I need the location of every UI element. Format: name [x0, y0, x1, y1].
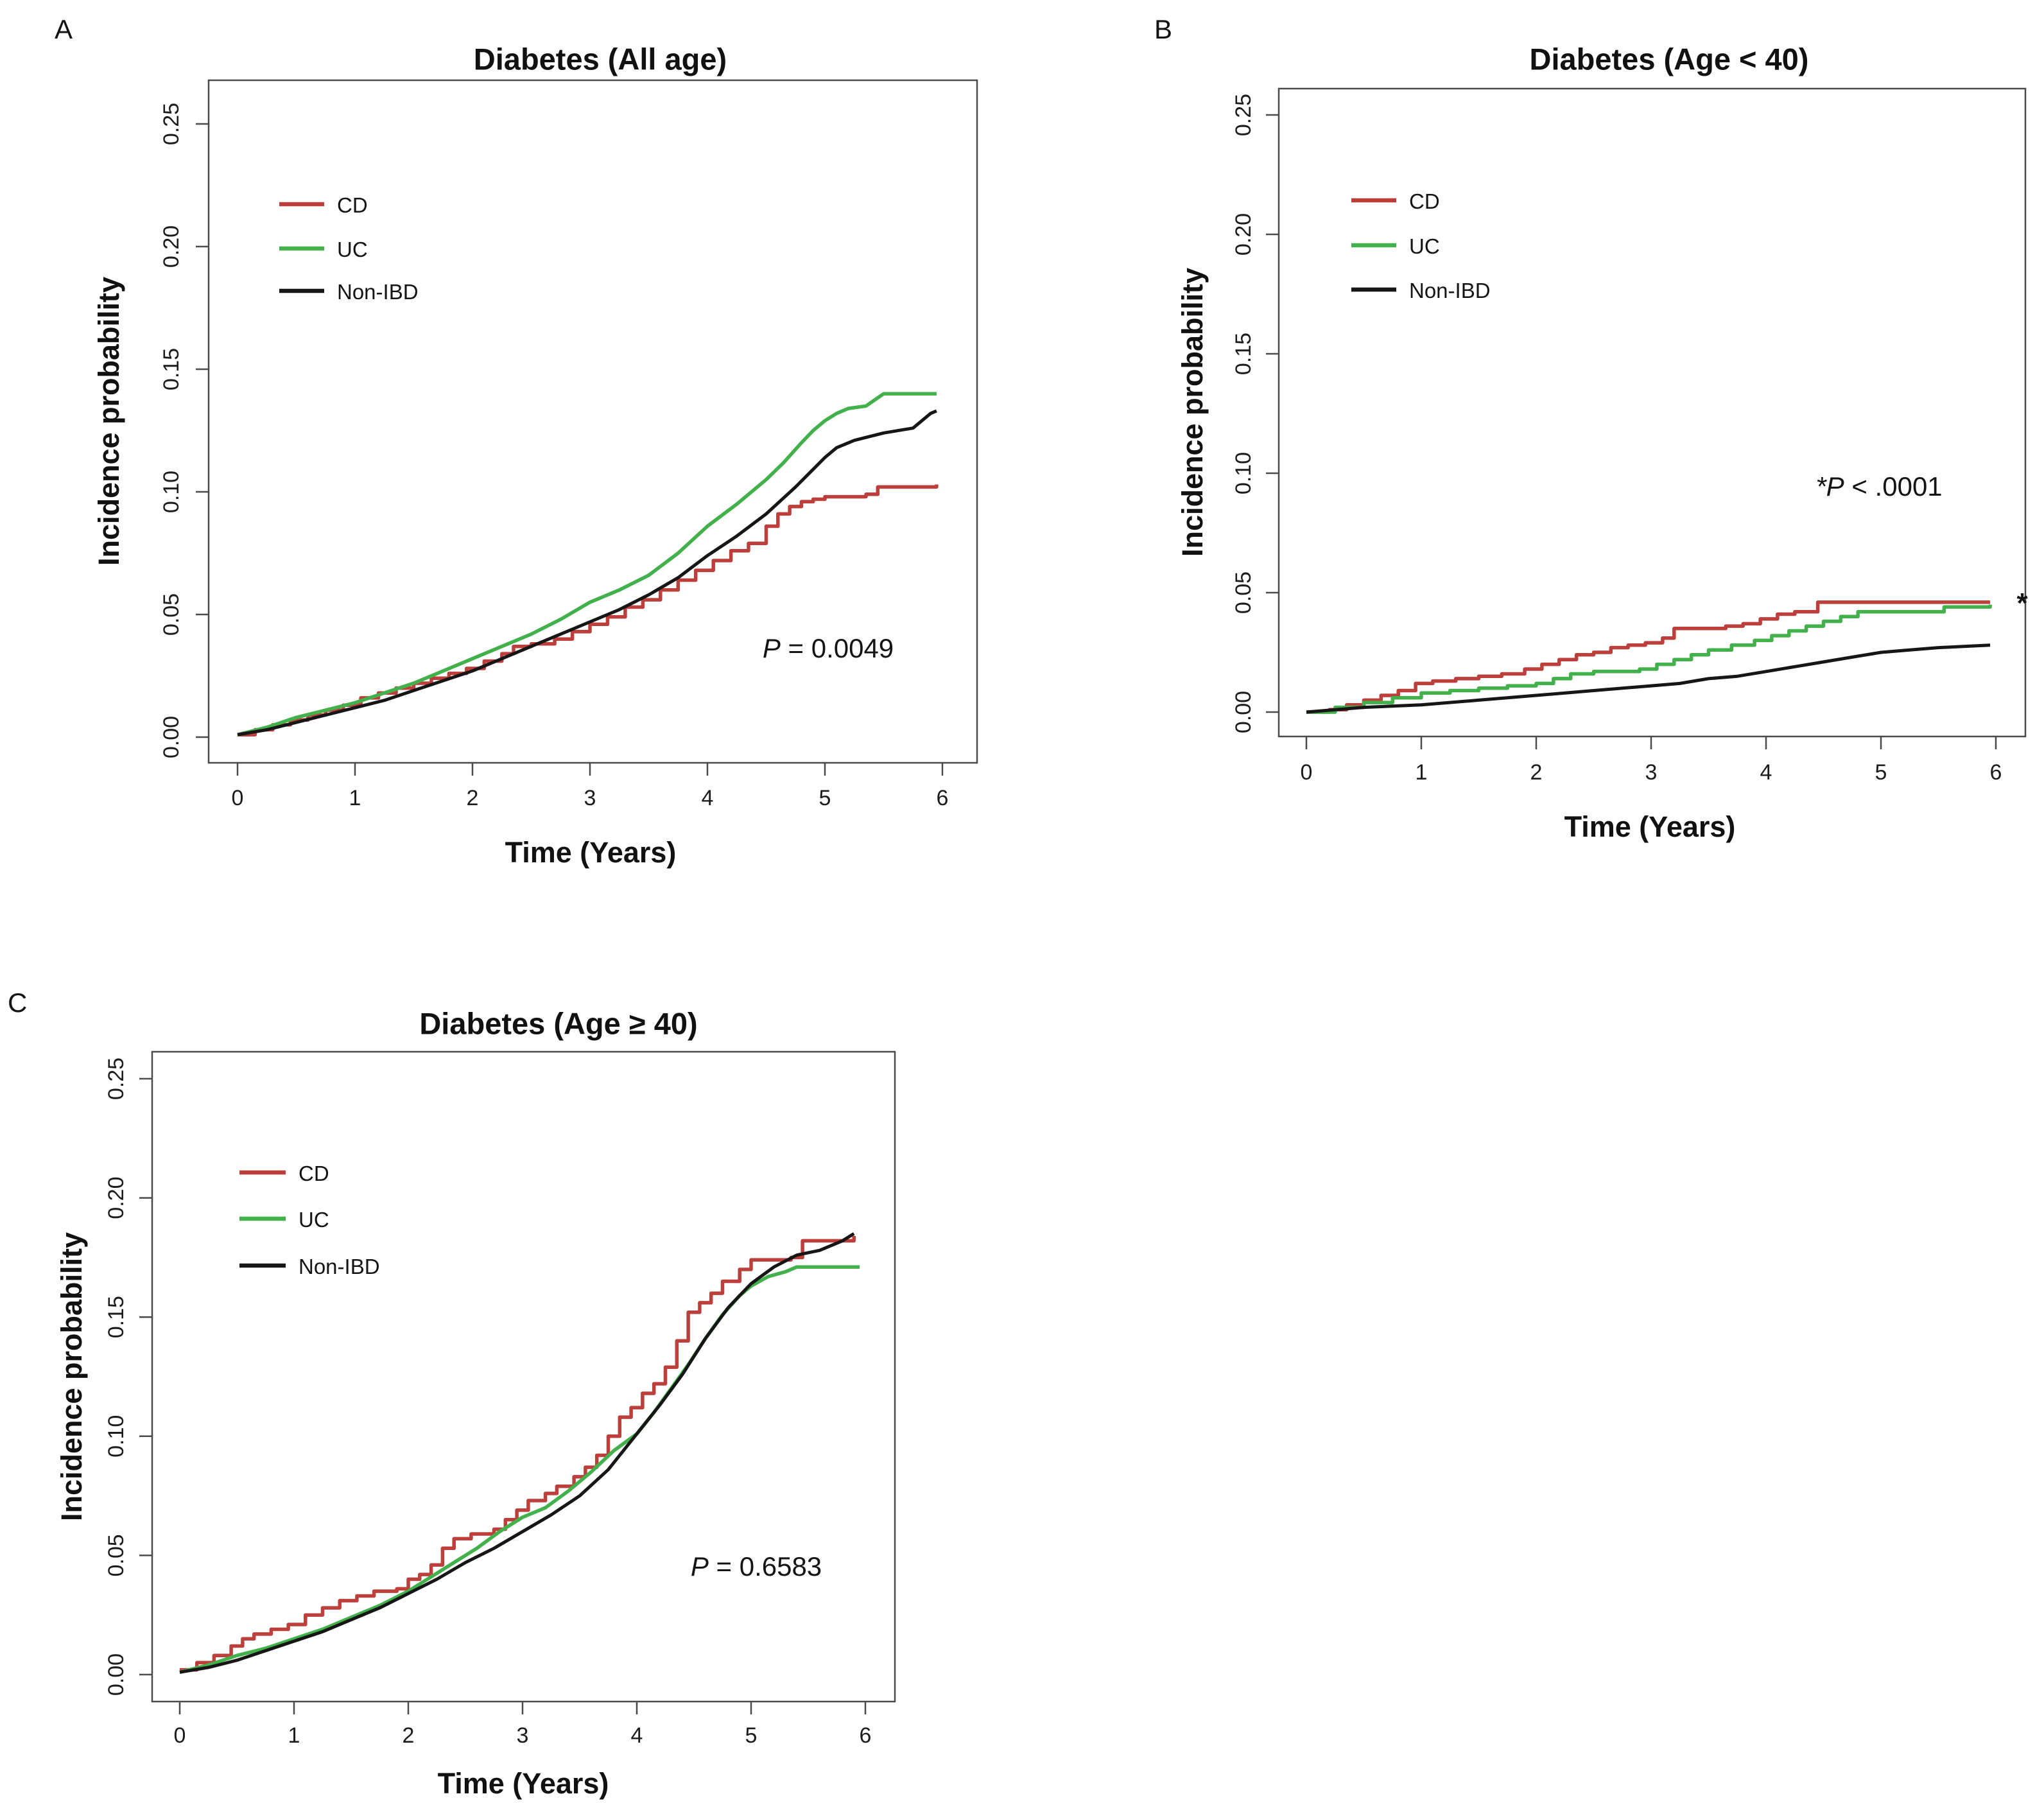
panel-b-letter: B [1154, 14, 1173, 44]
panel-c-letter: C [8, 988, 28, 1018]
panel-c-box [151, 1050, 896, 1703]
panel-a-legend-uc: UC [337, 238, 368, 261]
panel-b-pvalue-symbol: *P [1815, 471, 1844, 501]
panel-b-ylabel: Incidence probability [1176, 267, 1209, 557]
panel-b-pvalue-text: < .0001 [1844, 471, 1943, 501]
panel-a-pvalue-text: = 0.0049 [780, 633, 894, 663]
panel-a-xtick-label: 2 [467, 786, 479, 810]
panel-b-ytick-label: 0.05 [1231, 571, 1256, 614]
panel-b-xtick-label: 5 [1875, 760, 1887, 785]
panel-a-title: Diabetes (All age) [473, 42, 727, 76]
panel-c-xtick-label: 2 [403, 1723, 415, 1748]
panel-b-legend-uc: UC [1409, 234, 1440, 258]
panel-c-ytick-label: 0.00 [104, 1653, 128, 1696]
panel-a-xtick-label: 3 [584, 786, 596, 810]
panel-a-ytick-label: 0.25 [159, 103, 184, 145]
panel-b-ytick-label: 0.15 [1231, 333, 1256, 375]
panel-c-legend-uc: UC [299, 1208, 329, 1232]
panel-b-curve-cd [1306, 600, 1991, 714]
panel-a-ytick-label: 0.20 [159, 225, 184, 268]
panel-c-curve-uc [179, 1265, 860, 1674]
panel-a-pvalue: P = 0.0049 [763, 633, 894, 664]
panel-a-ytick-label: 0.10 [159, 471, 184, 513]
panel-c-xlabel: Time (Years) [437, 1767, 609, 1800]
panel-c-ytick-label: 0.15 [104, 1296, 128, 1338]
panel-a-curve-uc [237, 392, 937, 736]
panel-b-xlabel: Time (Years) [1564, 810, 1736, 843]
panel-b-legend-cd: CD [1409, 189, 1440, 213]
panel-c-ytick-label: 0.20 [104, 1177, 128, 1219]
panel-a-curve-non-ibd [237, 409, 937, 736]
panel-c-legend-nonibd: Non-IBD [299, 1255, 380, 1278]
panel-b-xtick-label: 3 [1645, 760, 1658, 785]
panel-c-ylabel: Incidence probability [55, 1232, 88, 1522]
panel-b-ytick-label: 0.25 [1231, 94, 1256, 136]
panel-a-ytick-label: 0.00 [159, 716, 184, 758]
panel-b-curve-uc [1306, 604, 1992, 714]
panel-b-xtick-label: 1 [1416, 760, 1428, 785]
panel-c-pvalue-symbol: P [690, 1551, 709, 1581]
panel-a-xtick-label: 6 [937, 786, 949, 810]
panel-b-legend-nonibd: Non-IBD [1409, 279, 1491, 302]
panel-c-pvalue: P = 0.6583 [691, 1551, 822, 1582]
panel-c-ytick-label: 0.10 [104, 1415, 128, 1458]
panel-b-ytick-label: 0.20 [1231, 213, 1256, 256]
panel-c-xtick-label: 4 [631, 1723, 643, 1748]
panel-a-letter: A [55, 14, 73, 44]
panel-c-ytick-label: 0.05 [104, 1534, 128, 1576]
panel-b-xtick-label: 6 [1990, 760, 2002, 785]
panel-c-xtick-label: 1 [288, 1723, 300, 1748]
panel-c-curve-cd [180, 1236, 856, 1672]
panel-b-ytick-label: 0.00 [1231, 691, 1256, 733]
panel-a-ytick-label: 0.15 [159, 348, 184, 390]
panel-a-curve-cd [238, 484, 939, 736]
panel-a-ylabel: Incidence probability [92, 276, 125, 566]
panel-c-xtick-label: 3 [517, 1723, 529, 1748]
panel-c-title: Diabetes (Age ≥ 40) [419, 1006, 698, 1041]
panel-b-xtick-label: 4 [1760, 760, 1772, 785]
panel-b-title: Diabetes (Age < 40) [1529, 42, 1809, 76]
panel-a-pvalue-symbol: P [762, 633, 781, 663]
panel-a-legend-nonibd: Non-IBD [337, 280, 419, 304]
panel-c-xtick-label: 6 [860, 1723, 872, 1748]
panel-b-significance-star: * [2016, 588, 2028, 619]
panel-c-xtick-label: 0 [174, 1723, 186, 1748]
panel-c-xtick-label: 5 [745, 1723, 758, 1748]
panel-a-xlabel: Time (Years) [505, 836, 677, 869]
panel-b-xtick-label: 2 [1530, 760, 1543, 785]
panel-c-ytick-label: 0.25 [104, 1058, 128, 1100]
panel-a-xtick-label: 0 [232, 786, 244, 810]
panel-c-pvalue-text: = 0.6583 [708, 1551, 822, 1581]
panel-b-box [1278, 87, 2027, 738]
panel-a-legend-cd: CD [337, 193, 368, 217]
panel-a-xtick-label: 5 [819, 786, 831, 810]
panel-b-xtick-label: 0 [1301, 760, 1313, 785]
panel-a-xtick-label: 1 [349, 786, 361, 810]
panel-a-box [207, 79, 978, 764]
panel-b-ytick-label: 0.10 [1231, 452, 1256, 494]
panel-b-pvalue: *P < .0001 [1815, 471, 1942, 502]
panel-a-ytick-label: 0.05 [159, 593, 184, 636]
panel-b-curve-non-ibd [1306, 643, 1991, 714]
panel-a-xtick-label: 4 [702, 786, 714, 810]
panel-c-legend-cd: CD [299, 1162, 329, 1185]
panel-c-curve-non-ibd [179, 1232, 855, 1674]
